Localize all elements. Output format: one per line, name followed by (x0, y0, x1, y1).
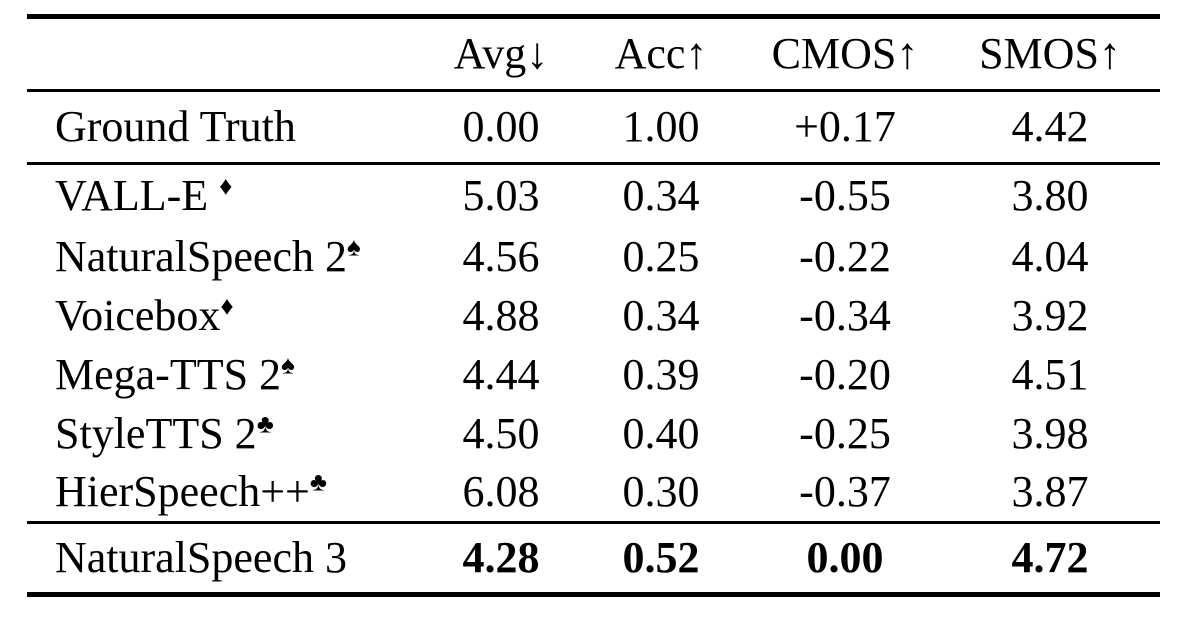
table-row: NaturalSpeech 2♠ 4.56 0.25 -0.22 4.04 (27, 228, 1160, 287)
system-name: Voicebox (55, 291, 221, 340)
cmos-value: -0.37 (750, 463, 940, 524)
avg-value: 4.28 (462, 533, 540, 582)
smos-value: 3.80 (1011, 171, 1089, 221)
header-smos: SMOS↑ (940, 16, 1160, 92)
cmos-value: -0.34 (799, 291, 891, 340)
header-system-column (27, 16, 430, 92)
avg-value: 4.56 (462, 232, 540, 281)
table-row-proposed: NaturalSpeech 3 4.28 0.52 0.00 4.72 (27, 523, 1160, 595)
cmos-value: -0.55 (799, 171, 891, 221)
spade-suit-icon: ♠ (347, 232, 361, 262)
table-row: StyleTTS 2♣ 4.50 0.40 -0.25 3.98 (27, 405, 1160, 464)
system-name: Ground Truth (55, 102, 296, 151)
cmos-value: -0.20 (799, 350, 891, 399)
table-header: Avg↓ Acc↑ CMOS↑ SMOS↑ (27, 16, 1160, 92)
smos-value: 3.87 (940, 463, 1160, 524)
club-suit-icon: ♣ (309, 467, 327, 497)
row-label: NaturalSpeech 3 (27, 523, 430, 595)
club-suit-icon: ♣ (256, 409, 274, 439)
header-cmos: CMOS↑ (750, 16, 940, 92)
diamond-suit-icon: ♦ (219, 171, 233, 201)
system-name: StyleTTS 2 (55, 409, 257, 458)
header-avg: Avg↓ (430, 16, 572, 92)
table-row: VALL-E ♦ 5.03 0.34 -0.55 3.80 (27, 164, 1160, 228)
smos-value: 4.42 (940, 90, 1160, 165)
acc-value: 0.39 (622, 350, 700, 399)
smos-value: 4.04 (1011, 232, 1089, 281)
row-label: VALL-E ♦ (27, 164, 430, 228)
system-name: HierSpeech++ (55, 467, 310, 517)
acc-value: 0.25 (622, 232, 700, 281)
smos-value: 3.92 (1011, 291, 1089, 340)
system-name: NaturalSpeech 2 (55, 232, 347, 281)
acc-value: 0.40 (622, 409, 700, 458)
smos-value: 3.98 (1011, 409, 1089, 458)
table-body-proposed: NaturalSpeech 3 4.28 0.52 0.00 4.72 (27, 523, 1160, 595)
smos-value: 4.72 (1011, 533, 1089, 582)
cmos-value: -0.22 (799, 232, 891, 281)
table-row: Mega-TTS 2♠ 4.44 0.39 -0.20 4.51 (27, 346, 1160, 405)
row-label: Ground Truth (27, 90, 430, 165)
results-table: Avg↓ Acc↑ CMOS↑ SMOS↑ Ground Truth 0.00 … (27, 14, 1160, 597)
avg-value: 0.00 (430, 90, 572, 165)
system-name: Mega-TTS 2 (55, 350, 282, 399)
row-label: Mega-TTS 2♠ (27, 346, 430, 405)
header-acc: Acc↑ (572, 16, 750, 92)
results-table-container: Avg↓ Acc↑ CMOS↑ SMOS↑ Ground Truth 0.00 … (27, 14, 1160, 597)
acc-value: 1.00 (572, 90, 750, 165)
system-name: NaturalSpeech 3 (55, 533, 347, 582)
acc-value: 0.34 (622, 291, 700, 340)
row-label: NaturalSpeech 2♠ (27, 228, 430, 287)
header-row: Avg↓ Acc↑ CMOS↑ SMOS↑ (27, 16, 1160, 92)
avg-value: 4.88 (462, 291, 540, 340)
avg-value: 4.50 (462, 409, 540, 458)
row-label: StyleTTS 2♣ (27, 405, 430, 464)
table-row: Ground Truth 0.00 1.00 +0.17 4.42 (27, 90, 1160, 165)
acc-value: 0.30 (572, 463, 750, 524)
acc-value: 0.34 (622, 171, 700, 221)
avg-value: 6.08 (430, 463, 572, 524)
acc-value: 0.52 (622, 533, 700, 582)
system-name: VALL-E (55, 171, 220, 221)
table-body-baselines: VALL-E ♦ 5.03 0.34 -0.55 3.80 NaturalSpe… (27, 164, 1160, 524)
cmos-value: +0.17 (750, 90, 940, 165)
spade-suit-icon: ♠ (281, 350, 295, 380)
row-label: HierSpeech++♣ (27, 463, 430, 524)
cmos-value: 0.00 (806, 533, 884, 582)
table-body-ground-truth: Ground Truth 0.00 1.00 +0.17 4.42 (27, 90, 1160, 165)
table-row: HierSpeech++♣ 6.08 0.30 -0.37 3.87 (27, 463, 1160, 524)
avg-value: 5.03 (462, 171, 540, 221)
row-label: Voicebox♦ (27, 287, 430, 346)
cmos-value: -0.25 (799, 409, 891, 458)
diamond-suit-icon: ♦ (220, 291, 234, 321)
smos-value: 4.51 (1011, 350, 1089, 399)
table-row: Voicebox♦ 4.88 0.34 -0.34 3.92 (27, 287, 1160, 346)
avg-value: 4.44 (462, 350, 540, 399)
